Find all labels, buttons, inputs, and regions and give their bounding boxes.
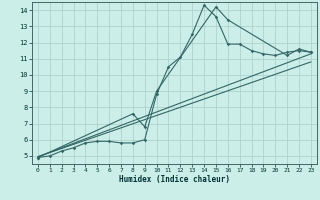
X-axis label: Humidex (Indice chaleur): Humidex (Indice chaleur)	[119, 175, 230, 184]
